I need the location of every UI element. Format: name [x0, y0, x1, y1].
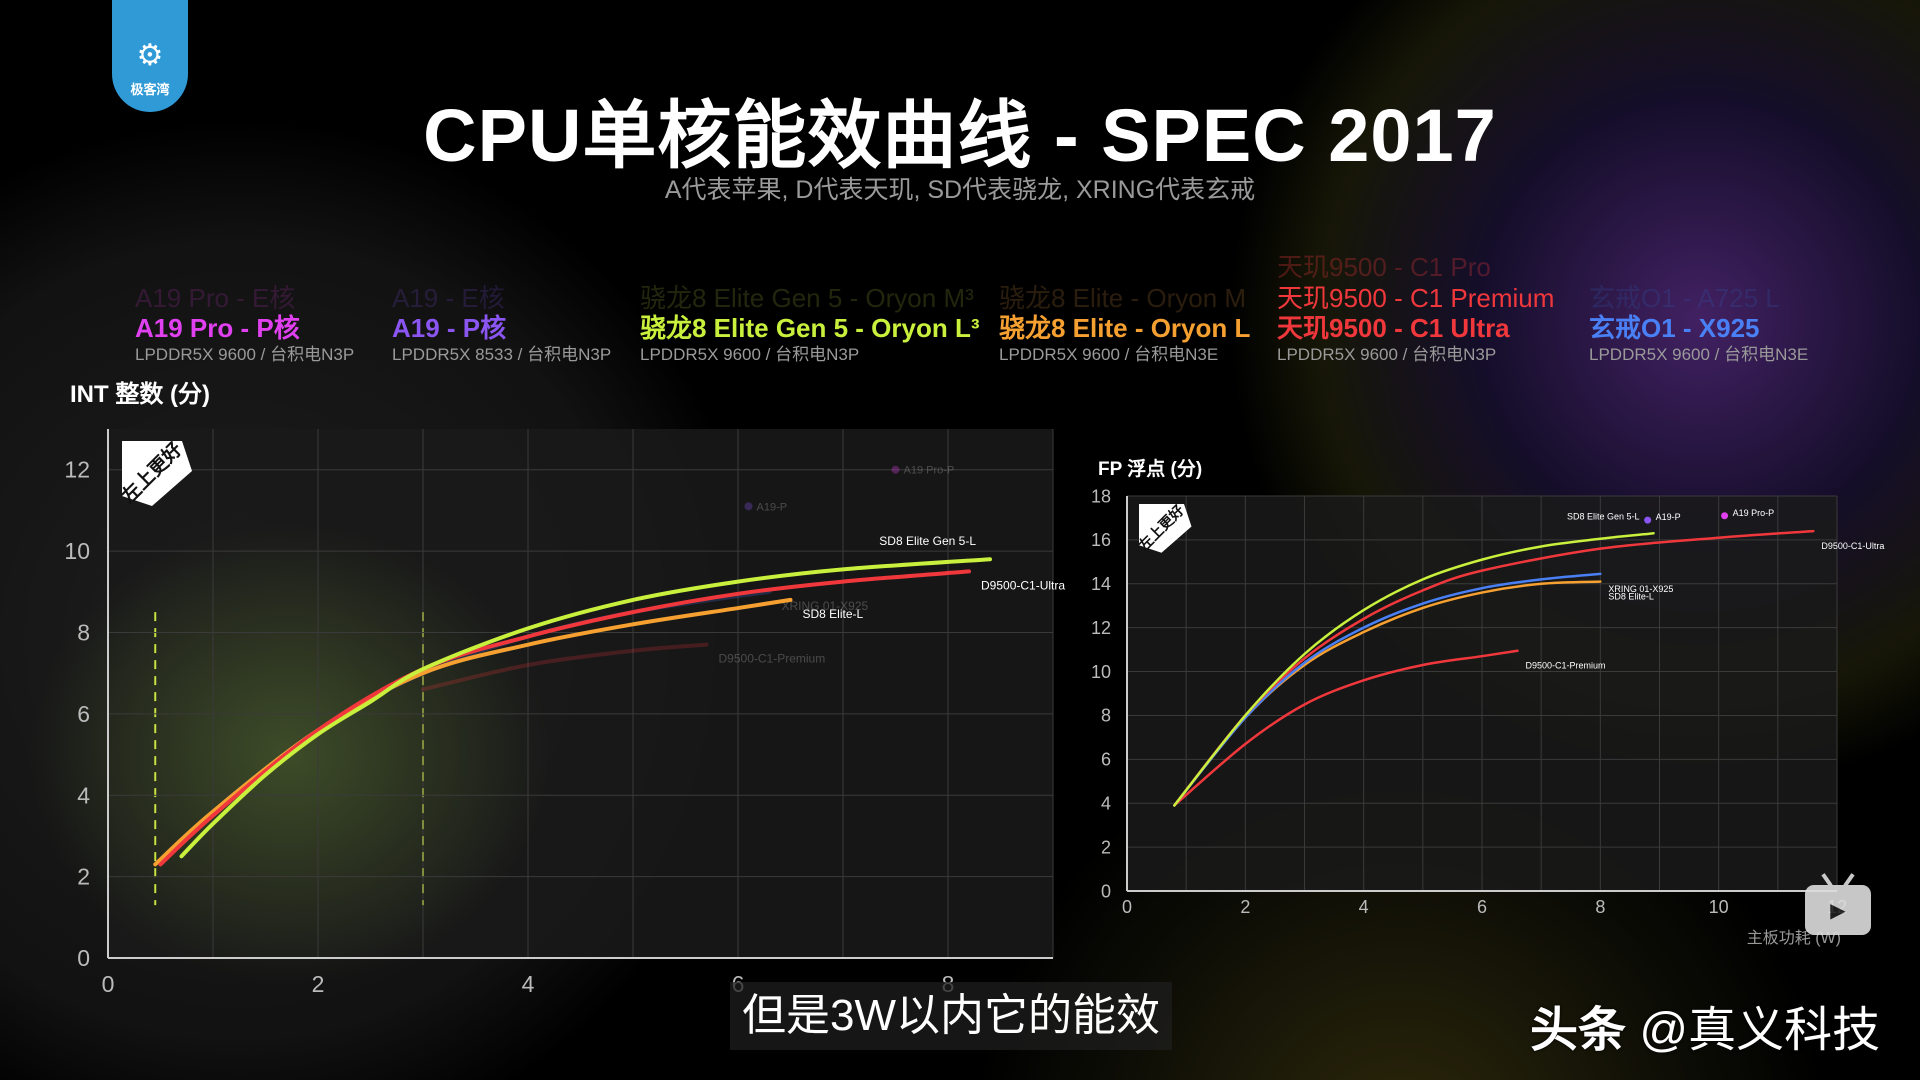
legend-main: 玄戒O1 - X925 — [1589, 313, 1760, 343]
series-label: SD8 Elite-L — [1608, 592, 1654, 602]
legend-main: 骁龙8 Elite Gen 5 - Oryon L³ — [640, 313, 980, 343]
point-label: A19-P — [757, 501, 788, 513]
y-tick-label: 8 — [1101, 706, 1111, 726]
y-tick-label: 0 — [77, 945, 90, 971]
x-tick-label: 2 — [1240, 897, 1250, 917]
y-tick-label: 6 — [1101, 750, 1111, 770]
y-tick-label: 4 — [77, 782, 90, 808]
point-a19-p — [1644, 516, 1652, 524]
int-chart: 02468024681012左上更好D9500-C1-PremiumXRING … — [29, 429, 1065, 997]
int-axis-label: INT 整数 (分) — [70, 381, 210, 408]
x-tick-label: 0 — [1122, 897, 1132, 917]
x-tick-label: 6 — [1477, 897, 1487, 917]
legend-spec: LPDDR5X 9600 / 台积电N3E — [999, 345, 1219, 364]
logo-text: 极客湾 — [130, 82, 170, 97]
x-tick-label: 10 — [1709, 897, 1729, 917]
series-label: SD8 Elite Gen 5-L — [1567, 511, 1640, 521]
y-tick-label: 2 — [77, 864, 90, 890]
watermark-brand: 头条 — [1530, 1004, 1627, 1057]
point-a19-p — [744, 502, 753, 511]
y-tick-label: 10 — [1091, 662, 1111, 682]
legend-faded: 骁龙8 Elite Gen 5 - Oryon M³ — [640, 283, 974, 313]
legend-faded: 天玑9500 - C1 Premium — [1277, 283, 1555, 313]
point-label: A19 Pro-P — [904, 465, 955, 477]
legend-spec: LPDDR5X 9600 / 台积电N3E — [1589, 345, 1809, 364]
y-tick-label: 14 — [1091, 574, 1111, 594]
series-line-d9500-c1-premium — [1173, 649, 1519, 807]
series-line-d9500-c1-premium — [421, 642, 709, 692]
point-a19-pro-p — [1721, 512, 1729, 520]
tv-play-icon[interactable]: ▶ — [1805, 885, 1871, 935]
y-tick-label: 0 — [1101, 881, 1111, 901]
gear-icon: ⚙ — [136, 39, 164, 72]
series-label: D9500-C1-Ultra — [981, 578, 1065, 592]
y-tick-label: 4 — [1101, 794, 1111, 814]
legend-faded: A19 - E核 — [392, 283, 505, 313]
series-label: D9500-C1-Premium — [1526, 661, 1606, 671]
legend-spec: LPDDR5X 9600 / 台积电N3P — [1277, 345, 1497, 364]
x-tick-label: 4 — [1359, 897, 1369, 917]
y-tick-label: 8 — [77, 620, 90, 646]
series-line-sd8-elite-gen-5-l — [1173, 532, 1655, 807]
series-label: XRING 01-X925 — [1608, 584, 1673, 594]
page-title: CPU单核能效曲线 - SPEC 2017 — [423, 94, 1497, 177]
legend-main: 天玑9500 - C1 Ultra — [1277, 313, 1510, 343]
legend-main: 骁龙8 Elite - Oryon L — [999, 313, 1251, 343]
legend-main: A19 Pro - P核 — [135, 313, 300, 343]
logo: ⚙ 极客湾 — [112, 0, 188, 112]
series-label: D9500-C1-Premium — [719, 652, 826, 666]
x-tick-label: 2 — [312, 971, 325, 997]
point-label: A19-P — [1656, 512, 1681, 522]
series-label: XRING 01-X925 — [782, 599, 869, 613]
legend-spec: LPDDR5X 9600 / 台积电N3P — [135, 345, 355, 364]
x-tick-label: 0 — [102, 971, 115, 997]
series-line-sd8-elite-gen-5-l — [179, 557, 992, 859]
series-line-xring-01-x925 — [1173, 572, 1602, 807]
series-label: SD8 Elite-L — [803, 607, 864, 621]
y-tick-label: 12 — [1091, 618, 1111, 638]
x-tick-label: 8 — [1595, 897, 1605, 917]
x-tick-label: 4 — [522, 971, 535, 997]
y-tick-label: 16 — [1091, 530, 1111, 550]
fp-axis-label: FP 浮点 (分) — [1098, 459, 1203, 480]
series-label: D9500-C1-Ultra — [1821, 541, 1884, 551]
legend-faded-top: 天玑9500 - C1 Pro — [1277, 252, 1491, 282]
y-tick-label: 12 — [64, 457, 90, 483]
point-label: A19 Pro-P — [1733, 508, 1775, 518]
fp-chart: 024681012024681012141618主板功耗 (W)左上更好D950… — [1091, 486, 1884, 947]
legend-faded: A19 Pro - E核 — [135, 283, 296, 313]
point-a19-pro-p — [891, 465, 900, 474]
page-subtitle: A代表苹果, D代表天玑, SD代表骁龙, XRING代表玄戒 — [664, 176, 1256, 204]
y-tick-label: 10 — [64, 538, 90, 564]
legend-faded: 骁龙8 Elite - Oryon M — [999, 283, 1247, 313]
legend-spec: LPDDR5X 9600 / 台积电N3P — [640, 345, 860, 364]
series-line-sd8-elite-l — [153, 597, 793, 867]
legend-main: A19 - P核 — [392, 313, 507, 343]
series-label: SD8 Elite Gen 5-L — [879, 534, 976, 548]
subtitle-caption: 但是3W以内它的能效 — [730, 982, 1172, 1050]
y-tick-label: 2 — [1101, 837, 1111, 857]
y-tick-label: 18 — [1091, 486, 1111, 506]
watermark-account: @真义科技 — [1639, 1004, 1881, 1057]
legend-faded: 玄戒O1 - A725 L — [1589, 283, 1780, 313]
y-tick-label: 6 — [77, 701, 90, 727]
watermark: 头条 @真义科技 — [1530, 990, 1880, 1060]
series-line-d9500-c1-ultra — [158, 569, 971, 867]
legend-spec: LPDDR5X 8533 / 台积电N3P — [392, 345, 612, 364]
